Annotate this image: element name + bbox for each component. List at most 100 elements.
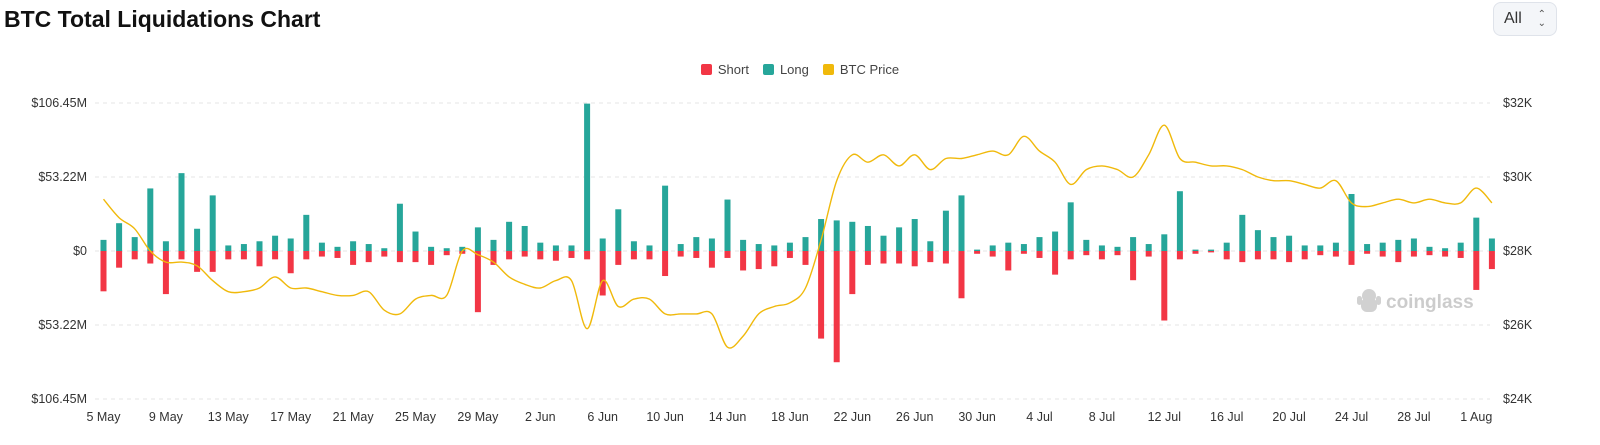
long-bar[interactable]: [833, 220, 840, 251]
long-bar[interactable]: [1348, 193, 1355, 251]
short-bar[interactable]: [974, 251, 981, 254]
short-bar[interactable]: [584, 251, 591, 260]
long-bar[interactable]: [1176, 191, 1183, 251]
long-bar[interactable]: [771, 245, 778, 251]
long-bar[interactable]: [896, 227, 903, 251]
long-bar[interactable]: [1286, 235, 1293, 251]
short-bar[interactable]: [724, 251, 731, 258]
short-bar[interactable]: [1442, 251, 1449, 257]
short-bar[interactable]: [381, 251, 388, 257]
short-bar[interactable]: [1473, 251, 1480, 290]
short-bar[interactable]: [1348, 251, 1355, 265]
short-bar[interactable]: [927, 251, 934, 263]
long-bar[interactable]: [599, 238, 606, 251]
long-bar[interactable]: [490, 239, 497, 251]
long-bar[interactable]: [396, 203, 403, 251]
short-bar[interactable]: [1254, 251, 1261, 260]
short-bar[interactable]: [708, 251, 715, 268]
short-bar[interactable]: [942, 251, 949, 264]
short-bar[interactable]: [864, 251, 871, 265]
short-bar[interactable]: [646, 251, 653, 260]
long-bar[interactable]: [225, 245, 232, 251]
short-bar[interactable]: [209, 251, 216, 272]
long-bar[interactable]: [584, 103, 591, 252]
long-bar[interactable]: [428, 246, 435, 251]
long-bar[interactable]: [537, 242, 544, 251]
long-bar[interactable]: [1332, 242, 1339, 251]
long-bar[interactable]: [412, 231, 419, 251]
long-bar[interactable]: [131, 237, 138, 251]
short-bar[interactable]: [1020, 251, 1027, 254]
short-bar[interactable]: [490, 251, 497, 265]
long-bar[interactable]: [1270, 237, 1277, 251]
long-bar[interactable]: [615, 209, 622, 251]
long-bar[interactable]: [209, 195, 216, 251]
long-bar[interactable]: [1208, 249, 1215, 251]
short-bar[interactable]: [1176, 251, 1183, 260]
short-bar[interactable]: [880, 251, 887, 264]
short-bar[interactable]: [1301, 251, 1308, 260]
short-bar[interactable]: [1395, 251, 1402, 263]
long-bar[interactable]: [240, 244, 247, 251]
long-bar[interactable]: [474, 227, 481, 251]
short-bar[interactable]: [396, 251, 403, 263]
long-bar[interactable]: [1223, 242, 1230, 251]
long-bar[interactable]: [303, 214, 310, 251]
long-bar[interactable]: [147, 188, 154, 251]
long-bar[interactable]: [974, 249, 981, 251]
short-bar[interactable]: [1223, 251, 1230, 260]
short-bar[interactable]: [802, 251, 809, 265]
short-bar[interactable]: [755, 251, 762, 270]
long-bar[interactable]: [1317, 245, 1324, 251]
long-bar[interactable]: [646, 245, 653, 251]
long-bar[interactable]: [630, 241, 637, 251]
long-bar[interactable]: [942, 210, 949, 251]
long-bar[interactable]: [521, 225, 528, 251]
long-bar[interactable]: [381, 248, 388, 251]
short-bar[interactable]: [786, 251, 793, 258]
short-bar[interactable]: [1036, 251, 1043, 258]
short-bar[interactable]: [365, 251, 372, 263]
short-bar[interactable]: [225, 251, 232, 260]
short-bar[interactable]: [474, 251, 481, 313]
long-bar[interactable]: [880, 235, 887, 251]
long-bar[interactable]: [708, 238, 715, 251]
short-bar[interactable]: [662, 251, 669, 277]
long-bar[interactable]: [1473, 217, 1480, 251]
short-bar[interactable]: [350, 251, 357, 265]
short-bar[interactable]: [833, 251, 840, 363]
long-bar[interactable]: [365, 244, 372, 251]
long-bar[interactable]: [1114, 246, 1121, 251]
short-bar[interactable]: [1208, 251, 1215, 253]
short-bar[interactable]: [1457, 251, 1464, 258]
short-bar[interactable]: [1067, 251, 1074, 260]
short-bar[interactable]: [989, 251, 996, 257]
long-bar[interactable]: [1161, 234, 1168, 251]
long-bar[interactable]: [724, 199, 731, 251]
long-bar[interactable]: [178, 173, 185, 251]
legend-item-btc-price[interactable]: BTC Price: [822, 62, 899, 77]
long-bar[interactable]: [552, 245, 559, 251]
long-bar[interactable]: [287, 238, 294, 251]
long-bar[interactable]: [693, 237, 700, 251]
long-bar[interactable]: [1005, 242, 1012, 251]
short-bar[interactable]: [303, 251, 310, 260]
short-bar[interactable]: [1192, 251, 1199, 254]
long-bar[interactable]: [1145, 244, 1152, 251]
short-bar[interactable]: [194, 251, 201, 272]
short-bar[interactable]: [1270, 251, 1277, 260]
long-bar[interactable]: [443, 248, 450, 251]
short-bar[interactable]: [1379, 251, 1386, 257]
long-bar[interactable]: [740, 239, 747, 251]
legend-item-long[interactable]: Long: [762, 62, 809, 77]
long-bar[interactable]: [350, 241, 357, 251]
short-bar[interactable]: [771, 251, 778, 267]
short-bar[interactable]: [677, 251, 684, 257]
short-bar[interactable]: [537, 251, 544, 260]
short-bar[interactable]: [1130, 251, 1137, 281]
short-bar[interactable]: [162, 251, 169, 295]
long-bar[interactable]: [568, 245, 575, 251]
long-bar[interactable]: [318, 242, 325, 251]
short-bar[interactable]: [334, 251, 341, 258]
short-bar[interactable]: [599, 251, 606, 296]
